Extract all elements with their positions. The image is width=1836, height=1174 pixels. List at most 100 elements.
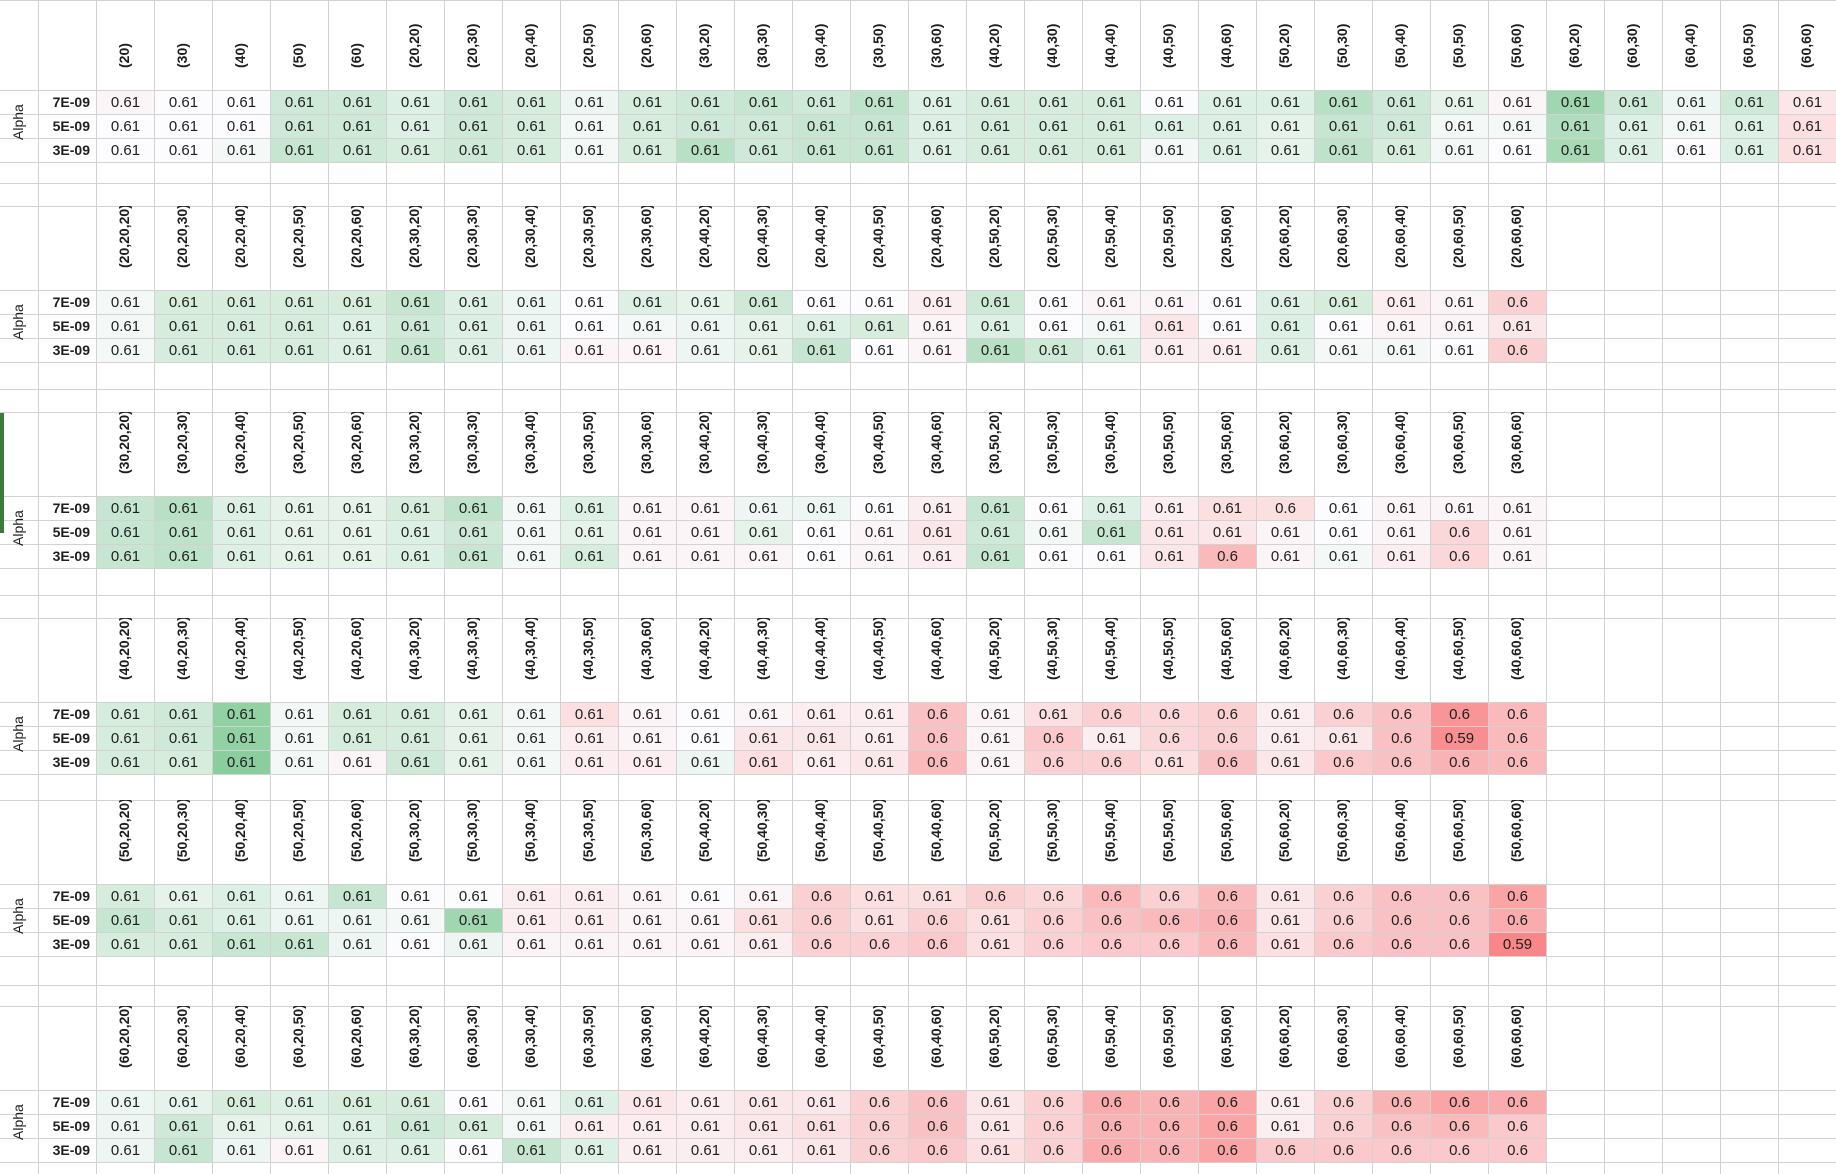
- data-cell[interactable]: 0.61: [1721, 91, 1778, 114]
- data-cell[interactable]: 0.61: [445, 315, 502, 338]
- data-cell[interactable]: 0.61: [503, 315, 560, 338]
- column-header[interactable]: (50,50,30): [1024, 800, 1082, 884]
- data-cell[interactable]: 0.61: [735, 545, 792, 568]
- column-header[interactable]: (50,30,20): [386, 800, 444, 884]
- data-cell[interactable]: 0.6: [1083, 1091, 1140, 1114]
- column-header[interactable]: (50,30,50): [560, 800, 618, 884]
- data-cell[interactable]: 0.61: [735, 291, 792, 314]
- data-cell[interactable]: 0.61: [1141, 291, 1198, 314]
- data-cell[interactable]: 0.61: [503, 521, 560, 544]
- data-cell[interactable]: 0.61: [1083, 291, 1140, 314]
- data-cell[interactable]: 0.6: [851, 1139, 908, 1162]
- data-cell[interactable]: 0.61: [387, 909, 444, 932]
- data-cell[interactable]: 0.61: [909, 339, 966, 362]
- data-cell[interactable]: 0.6: [1083, 751, 1140, 774]
- data-cell[interactable]: 0.61: [677, 91, 734, 114]
- data-cell[interactable]: 0.61: [1721, 139, 1778, 162]
- column-header[interactable]: (30,20,40): [212, 412, 270, 496]
- data-cell[interactable]: 0.61: [561, 1115, 618, 1138]
- data-cell[interactable]: 0.6: [1083, 885, 1140, 908]
- data-cell[interactable]: 0.61: [329, 91, 386, 114]
- data-cell[interactable]: 0.61: [967, 291, 1024, 314]
- column-header[interactable]: (40,60,30): [1314, 618, 1372, 702]
- data-cell[interactable]: 0.61: [503, 545, 560, 568]
- column-header[interactable]: (40,40,60): [908, 618, 966, 702]
- data-cell[interactable]: 0.61: [213, 139, 270, 162]
- data-cell[interactable]: 0.61: [561, 885, 618, 908]
- data-cell[interactable]: 0.61: [735, 339, 792, 362]
- data-cell[interactable]: 0.61: [735, 727, 792, 750]
- column-header[interactable]: (50,20,50): [270, 800, 328, 884]
- data-cell[interactable]: 0.61: [793, 91, 850, 114]
- data-cell[interactable]: 0.61: [155, 1091, 212, 1114]
- data-cell[interactable]: 0.61: [1141, 545, 1198, 568]
- data-cell[interactable]: 0.61: [271, 1091, 328, 1114]
- data-cell[interactable]: 0.61: [329, 139, 386, 162]
- column-header[interactable]: (60,50,20): [966, 1006, 1024, 1090]
- data-cell[interactable]: 0.61: [909, 139, 966, 162]
- data-cell[interactable]: 0.61: [1199, 339, 1256, 362]
- data-cell[interactable]: 0.6: [1373, 1139, 1430, 1162]
- data-cell[interactable]: 0.61: [967, 1115, 1024, 1138]
- data-cell[interactable]: 0.61: [1373, 91, 1430, 114]
- column-header[interactable]: (60,50,40): [1082, 1006, 1140, 1090]
- data-cell[interactable]: 0.61: [1025, 703, 1082, 726]
- data-cell[interactable]: 0.61: [1025, 315, 1082, 338]
- data-cell[interactable]: 0.61: [561, 727, 618, 750]
- data-cell[interactable]: 0.61: [1025, 291, 1082, 314]
- data-cell[interactable]: 0.61: [503, 339, 560, 362]
- data-cell[interactable]: 0.6: [909, 751, 966, 774]
- data-cell[interactable]: 0.61: [677, 315, 734, 338]
- data-cell[interactable]: 0.61: [1199, 115, 1256, 138]
- column-header[interactable]: (50,30,30): [444, 800, 502, 884]
- data-cell[interactable]: 0.61: [445, 497, 502, 520]
- data-cell[interactable]: 0.61: [1315, 339, 1372, 362]
- data-cell[interactable]: 0.61: [1141, 315, 1198, 338]
- data-cell[interactable]: 0.61: [445, 139, 502, 162]
- data-cell[interactable]: 0.61: [213, 1139, 270, 1162]
- data-cell[interactable]: 0.61: [561, 933, 618, 956]
- data-cell[interactable]: 0.61: [387, 315, 444, 338]
- data-cell[interactable]: 0.61: [1257, 909, 1314, 932]
- data-cell[interactable]: 0.61: [329, 115, 386, 138]
- data-cell[interactable]: 0.61: [677, 339, 734, 362]
- data-cell[interactable]: 0.61: [213, 751, 270, 774]
- column-header[interactable]: (50,40,50): [850, 800, 908, 884]
- data-cell[interactable]: 0.61: [1547, 115, 1604, 138]
- data-cell[interactable]: 0.6: [1199, 909, 1256, 932]
- data-cell[interactable]: 0.61: [967, 727, 1024, 750]
- column-header[interactable]: (30,50,60): [1198, 412, 1256, 496]
- data-cell[interactable]: 0.61: [445, 339, 502, 362]
- column-header[interactable]: (40,60,20): [1256, 618, 1314, 702]
- column-header[interactable]: (60,60,20): [1256, 1006, 1314, 1090]
- data-cell[interactable]: 0.61: [967, 497, 1024, 520]
- data-cell[interactable]: 0.6: [1199, 1115, 1256, 1138]
- data-cell[interactable]: 0.6: [1489, 885, 1546, 908]
- data-cell[interactable]: 0.61: [1257, 933, 1314, 956]
- data-cell[interactable]: 0.61: [677, 933, 734, 956]
- data-cell[interactable]: 0.61: [1257, 115, 1314, 138]
- data-cell[interactable]: 0.61: [97, 703, 154, 726]
- data-cell[interactable]: 0.6: [1025, 1091, 1082, 1114]
- data-cell[interactable]: 0.61: [619, 91, 676, 114]
- data-cell[interactable]: 0.61: [387, 545, 444, 568]
- data-cell[interactable]: 0.61: [619, 933, 676, 956]
- data-cell[interactable]: 0.61: [97, 315, 154, 338]
- data-cell[interactable]: 0.61: [735, 497, 792, 520]
- data-cell[interactable]: 0.61: [1257, 339, 1314, 362]
- data-cell[interactable]: 0.61: [619, 909, 676, 932]
- data-cell[interactable]: 0.61: [387, 339, 444, 362]
- column-header[interactable]: (60,20,20): [96, 1006, 154, 1090]
- data-cell[interactable]: 0.61: [387, 751, 444, 774]
- column-header[interactable]: (50,20,40): [212, 800, 270, 884]
- data-cell[interactable]: 0.6: [1373, 1091, 1430, 1114]
- data-cell[interactable]: 0.61: [329, 703, 386, 726]
- data-cell[interactable]: 0.6: [1025, 1139, 1082, 1162]
- data-cell[interactable]: 0.61: [97, 339, 154, 362]
- data-cell[interactable]: 0.61: [677, 727, 734, 750]
- data-cell[interactable]: 0.6: [909, 909, 966, 932]
- column-header[interactable]: (40): [212, 0, 270, 90]
- column-header[interactable]: (50,50): [1430, 0, 1488, 90]
- data-cell[interactable]: 0.61: [329, 727, 386, 750]
- data-cell[interactable]: 0.61: [1547, 91, 1604, 114]
